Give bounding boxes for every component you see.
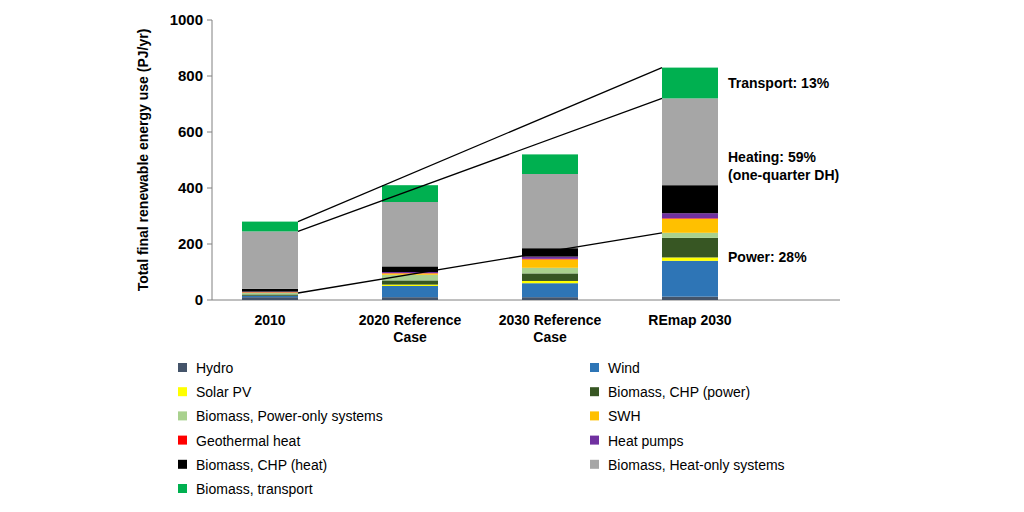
bar-segment (522, 259, 578, 267)
annotation: Transport: 13% (728, 75, 830, 91)
legend-label: Geothermal heat (196, 433, 300, 449)
x-tick-label: 2030 ReferenceCase (499, 312, 602, 345)
bar-segment (382, 280, 438, 284)
y-tick-label: 600 (178, 123, 203, 140)
legend-label: Hydro (196, 360, 234, 376)
bar-segment (522, 268, 578, 274)
bar-segment (242, 297, 298, 300)
bar-segment (242, 292, 298, 294)
chart-root: 0 200 400 600 800 1000 Total final renewable e… (0, 0, 1024, 512)
y-tick (207, 188, 212, 189)
annotation: Heating: 59% (728, 149, 816, 165)
y-axis (212, 20, 213, 300)
bar-segment (242, 289, 298, 292)
bar-segment (382, 185, 438, 202)
bar-segment (662, 98, 718, 185)
annotation-line (298, 98, 662, 231)
y-tick-label: 1000 (170, 11, 203, 28)
bar-segment (242, 293, 298, 294)
y-tick-label: 400 (178, 179, 203, 196)
legend-label: SWH (608, 408, 641, 424)
bar-segment (242, 292, 298, 293)
bar-segment (522, 281, 578, 283)
bar-segment (522, 283, 578, 297)
y-axis-label: Total final renewable energy use (PJ/yr) (135, 29, 151, 292)
annotation: (one-quarter DH) (728, 167, 839, 183)
bar-segment (662, 233, 718, 238)
legend-swatch (590, 387, 599, 396)
annotation-line (298, 68, 662, 222)
bar-segment (522, 257, 578, 259)
bar-segment (242, 294, 298, 295)
bar-segment (522, 154, 578, 174)
y-tick-label: 0 (195, 291, 203, 308)
chart: 0 200 400 600 800 1000 Total final renewable e… (0, 0, 1024, 512)
bar-segment (242, 295, 298, 296)
bar-segment (242, 222, 298, 232)
bar-segment (662, 238, 718, 258)
y-tick-label: 200 (178, 235, 203, 252)
legend-label: Biomass, Power-only systems (196, 408, 383, 424)
bars (242, 68, 718, 300)
bar-segment (382, 297, 438, 300)
annotation: Power: 28% (728, 249, 807, 265)
legend-swatch (590, 436, 599, 445)
x-tick-label: 2020 ReferenceCase (359, 312, 462, 345)
bar-segment (662, 219, 718, 233)
legend-swatch (590, 460, 599, 469)
legend-label: Biomass, CHP (heat) (196, 457, 327, 473)
y-tick (207, 20, 212, 21)
legend-swatch (178, 387, 187, 396)
legend-label: Solar PV (196, 384, 252, 400)
bar-segment (522, 297, 578, 300)
bar-segment (662, 297, 718, 300)
legend-swatch (590, 363, 599, 372)
bar-segment (662, 185, 718, 213)
bar-segment (382, 273, 438, 274)
bar-segment (522, 248, 578, 256)
bar-segment (522, 273, 578, 281)
legend-swatch (178, 363, 187, 372)
legend: Hydro Wind Solar PV Biomass, CHP (power) Bio… (178, 360, 785, 497)
bar-segment (382, 202, 438, 266)
x-tick-label: 2010 (254, 312, 285, 328)
y-tick (207, 76, 212, 77)
legend-swatch (590, 411, 599, 420)
annotation-line (298, 233, 662, 293)
legend-label: Wind (608, 360, 640, 376)
legend-label: Biomass, Heat-only systems (608, 457, 785, 473)
legend-label: Biomass, CHP (power) (608, 384, 750, 400)
bar-segment (382, 286, 438, 297)
bar-segment (242, 296, 298, 297)
x-tick-label: REmap 2030 (648, 312, 731, 328)
bar-segment (662, 68, 718, 99)
legend-swatch (178, 484, 187, 493)
y-tick (207, 244, 212, 245)
bar-segment (242, 231, 298, 288)
legend-label: Biomass, transport (196, 481, 313, 497)
y-tick (207, 132, 212, 133)
bar-segment (522, 174, 578, 248)
bar-segment (382, 272, 438, 273)
legend-swatch (178, 460, 187, 469)
legend-label: Heat pumps (608, 433, 683, 449)
bar-segment (382, 285, 438, 286)
y-tick (207, 300, 212, 301)
bar-segment (662, 257, 718, 260)
bar-segment (662, 213, 718, 218)
legend-swatch (178, 411, 187, 420)
y-tick-label: 800 (178, 67, 203, 84)
bar-segment (662, 261, 718, 297)
legend-swatch (178, 436, 187, 445)
